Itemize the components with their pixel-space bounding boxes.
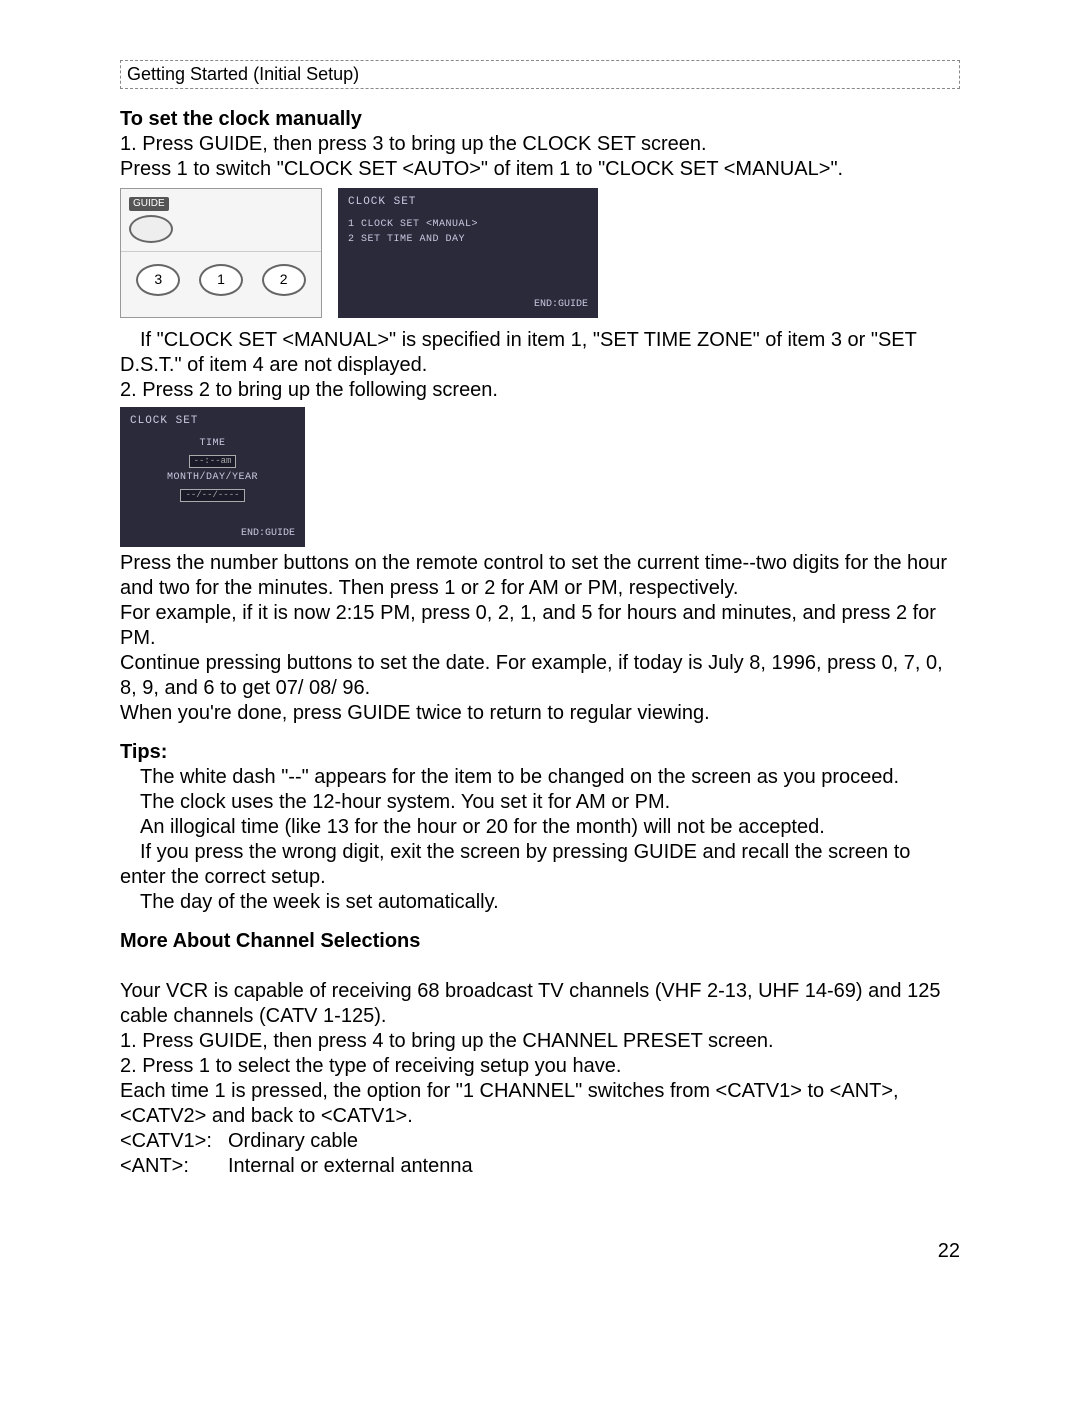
clock-set-screen-2: CLOCK SET TIME --:--am MONTH/DAY/YEAR --… xyxy=(120,407,305,547)
page-number: 22 xyxy=(120,1239,960,1264)
tip-5: The day of the week is set automatically… xyxy=(120,890,960,915)
guide-label: GUIDE xyxy=(129,197,169,212)
def-catv1-desc: Ordinary cable xyxy=(228,1129,358,1154)
s2-p1: Your VCR is capable of receiving 68 broa… xyxy=(120,979,960,1029)
def-catv1-term: <CATV1>: xyxy=(120,1129,228,1154)
screen2-box2: --/--/---- xyxy=(180,489,244,502)
s1-body3: Continue pressing buttons to set the dat… xyxy=(120,651,960,701)
screen2-label1: TIME xyxy=(130,438,295,451)
s1-step1a: 1. Press GUIDE, then press 3 to bring up… xyxy=(120,132,960,157)
screen2-box1: --:--am xyxy=(189,455,237,468)
screen2-title: CLOCK SET xyxy=(130,415,295,429)
s1-body4: When you're done, press GUIDE twice to r… xyxy=(120,701,960,726)
screen1-end: END:GUIDE xyxy=(534,299,588,312)
screen1-line2: 2 SET TIME AND DAY xyxy=(348,234,588,247)
screen1-title: CLOCK SET xyxy=(348,196,588,210)
s2-p2: Each time 1 is pressed, the option for "… xyxy=(120,1079,960,1129)
tip-1: The white dash "--" appears for the item… xyxy=(120,765,960,790)
guide-button-icon xyxy=(129,215,173,243)
def-ant-desc: Internal or external antenna xyxy=(228,1154,473,1179)
s1-note1: If "CLOCK SET <MANUAL>" is specified in … xyxy=(120,328,960,378)
s1-step2: 2. Press 2 to bring up the following scr… xyxy=(120,378,960,403)
page-header: Getting Started (Initial Setup) xyxy=(120,60,960,89)
section1-title: To set the clock manually xyxy=(120,107,960,132)
clock-set-screen-1: CLOCK SET 1 CLOCK SET <MANUAL> 2 SET TIM… xyxy=(338,188,598,318)
remote-illustration: GUIDE 3 1 2 xyxy=(120,188,322,318)
figure-row-1: GUIDE 3 1 2 CLOCK SET 1 CLOCK SET <MANUA… xyxy=(120,188,960,318)
remote-button-3: 3 xyxy=(136,264,180,296)
s1-body1: Press the number buttons on the remote c… xyxy=(120,551,960,601)
tip-3: An illogical time (like 13 for the hour … xyxy=(120,815,960,840)
s2-s1: 1. Press GUIDE, then press 4 to bring up… xyxy=(120,1029,960,1054)
tip-2: The clock uses the 12-hour system. You s… xyxy=(120,790,960,815)
tip-4: If you press the wrong digit, exit the s… xyxy=(120,840,960,890)
s2-s2: 2. Press 1 to select the type of receivi… xyxy=(120,1054,960,1079)
screen2-end: END:GUIDE xyxy=(241,528,295,541)
s1-body2: For example, if it is now 2:15 PM, press… xyxy=(120,601,960,651)
s1-step1b: Press 1 to switch "CLOCK SET <AUTO>" of … xyxy=(120,157,960,182)
screen2-label2: MONTH/DAY/YEAR xyxy=(130,472,295,485)
remote-button-2: 2 xyxy=(262,264,306,296)
tips-title: Tips: xyxy=(120,740,960,765)
def-ant-term: <ANT>: xyxy=(120,1154,228,1179)
screen1-line1: 1 CLOCK SET <MANUAL> xyxy=(348,219,588,232)
section2-title: More About Channel Selections xyxy=(120,929,960,954)
remote-button-1: 1 xyxy=(199,264,243,296)
